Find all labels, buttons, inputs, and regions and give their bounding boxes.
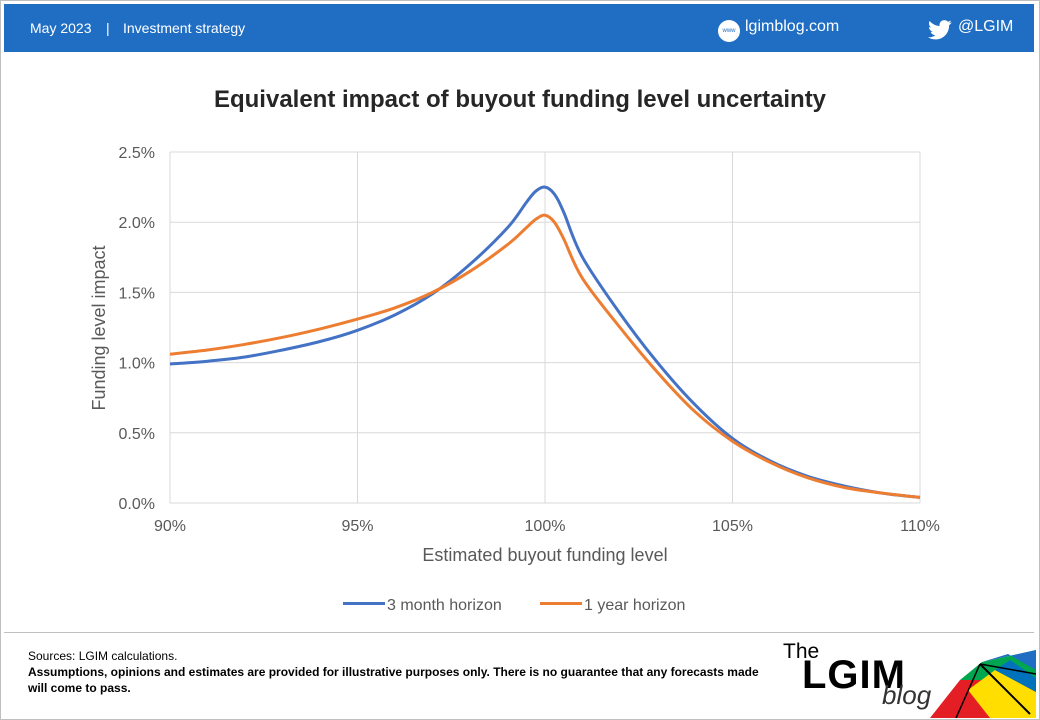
header-bar: May 2023 | Investment strategy www lgimb… [4, 4, 1034, 52]
sources-note: Sources: LGIM calculations. [28, 649, 178, 663]
x-tick-label: 100% [525, 518, 566, 535]
y-tick-label: 2.0% [119, 215, 155, 232]
x-tick-label: 110% [900, 518, 940, 535]
website-link[interactable]: lgimblog.com [745, 18, 840, 35]
y-tick-label: 1.5% [119, 285, 155, 302]
header-date: May 2023 [30, 20, 92, 36]
x-tick-label: 90% [154, 518, 186, 535]
gridlines [169, 151, 921, 504]
x-tick-label: 105% [712, 518, 753, 535]
globe-icon: www [718, 20, 740, 42]
line-chart: 0.0% 0.5% 1.0% 1.5% 2.0% 2.5% 90% 95% 100% 105% 11… [89, 145, 940, 565]
footer-divider [4, 632, 1034, 633]
header-separator: | [106, 20, 110, 36]
chart-title: Equivalent impact of buyout funding leve… [213, 86, 827, 113]
y-tick-label: 0.5% [119, 426, 155, 443]
legend-swatch-1-year [540, 602, 582, 606]
twitter-icon [928, 20, 952, 40]
y-axis-label: Funding level impact [89, 245, 109, 410]
umbrella-logo-icon [930, 650, 1036, 718]
y-tick-label: 2.5% [119, 145, 155, 162]
y-tick-label: 0.0% [119, 496, 155, 513]
y-tick-label: 1.0% [119, 356, 155, 373]
legend-item-3-month: 3 month horizon [343, 597, 502, 615]
x-tick-label: 95% [341, 518, 373, 535]
logo-lgim-text: LGIM [802, 653, 906, 697]
legend-swatch-3-month [343, 602, 385, 606]
header-category: Investment strategy [123, 20, 246, 36]
tick-labels: 0.0% 0.5% 1.0% 1.5% 2.0% 2.5% 90% 95% 100% 105% 11… [119, 145, 940, 535]
twitter-handle-link[interactable]: @LGIM [958, 18, 1014, 35]
legend-label-3-month: 3 month horizon [387, 597, 502, 614]
logo-the-text: The [783, 640, 820, 663]
legend-label-1-year: 1 year horizon [584, 597, 686, 614]
legend-item-1-year: 1 year horizon [540, 597, 685, 615]
series-lines [169, 185, 921, 499]
series-line-1-year [169, 213, 921, 499]
logo-blog-text: blog [882, 680, 932, 710]
disclaimer-text: Assumptions, opinions and estimates are … [28, 665, 759, 695]
x-axis-label: Estimated buyout funding level [422, 545, 667, 565]
